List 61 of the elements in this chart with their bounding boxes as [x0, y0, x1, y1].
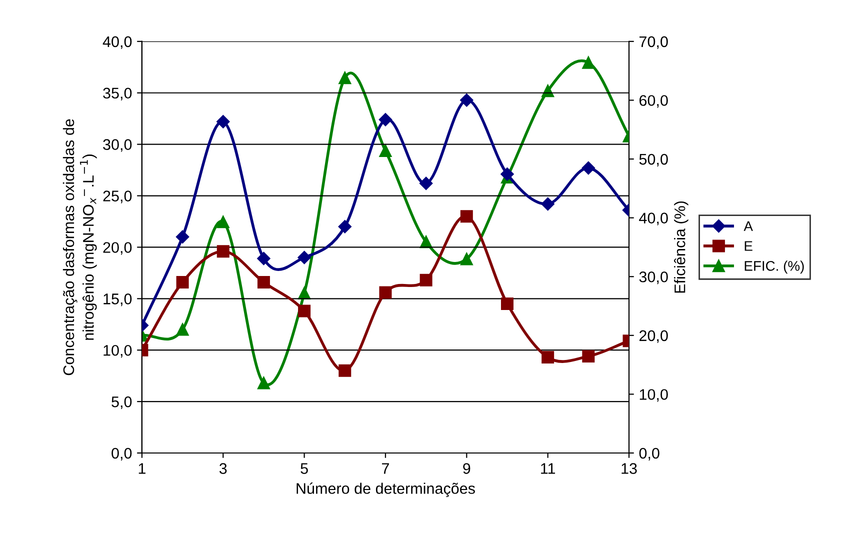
y-tick-label: 0,0: [112, 448, 132, 460]
point: [176, 323, 189, 336]
point: [500, 298, 514, 310]
point: [420, 274, 432, 286]
y2-axis-title: Eficiência (%): [674, 201, 688, 293]
y2-tick-label: 20,0: [639, 330, 668, 343]
point: [379, 286, 392, 299]
y2-tick-label: 30,0: [639, 271, 668, 284]
point: [541, 197, 554, 211]
point: [216, 115, 230, 128]
y2-tick-label: 10,0: [640, 389, 668, 402]
x-tick-label: 3: [219, 463, 227, 474]
legend-label: A: [744, 221, 753, 231]
x-tick-label: 9: [463, 463, 470, 474]
y-axis-title: Concentração dasformas oxidadas de nitrogênio (mgN-NO$_{x}$$^{−}$.L$^{−1}$): [62, 119, 97, 376]
legend-label: E: [744, 241, 752, 251]
point: [500, 168, 514, 181]
point: [542, 84, 554, 98]
y-tick-label: 20,0: [103, 242, 132, 255]
point: [216, 216, 230, 228]
point: [378, 113, 392, 126]
y2-tick-label: 40,0: [639, 212, 668, 226]
y-tick-label: 10,0: [104, 344, 132, 358]
point: [298, 250, 311, 264]
point: [216, 245, 230, 258]
point: [176, 230, 190, 244]
point: [298, 286, 311, 300]
y-tick-label: 30,0: [103, 139, 132, 152]
point: [582, 350, 595, 363]
x-tick-label: 13: [622, 463, 637, 474]
y-tick-label: 15,0: [104, 294, 132, 306]
point: [379, 144, 392, 158]
point: [460, 210, 473, 223]
point: [460, 93, 474, 107]
y2-tick-label: 70,0: [640, 36, 668, 49]
point: [338, 72, 352, 84]
x-tick-label: 5: [300, 463, 308, 474]
y2-tick-label: 60,0: [640, 95, 668, 108]
y2-tick-label: 0,0: [639, 448, 660, 460]
x-tick-label: 1: [138, 463, 146, 474]
x-tick-label: 7: [382, 463, 389, 474]
point: [298, 304, 311, 318]
point: [582, 161, 595, 175]
point: [542, 351, 554, 364]
y-tick-label: 40,0: [102, 36, 132, 49]
legend-label: EFIC. (%): [744, 260, 804, 274]
y-tick-label: 5,0: [112, 396, 132, 410]
y2-tick-label: 50,0: [639, 154, 668, 167]
point: [257, 252, 270, 266]
y-tick-label: 35,0: [103, 88, 132, 100]
point: [460, 252, 473, 266]
y-tick-label: 25,0: [103, 190, 132, 204]
point: [257, 276, 270, 288]
point: [176, 276, 189, 288]
point: [257, 376, 270, 390]
point: [338, 220, 352, 234]
point: [338, 364, 352, 377]
point: [582, 56, 595, 69]
x-tick-label: 11: [541, 463, 556, 474]
point: [419, 176, 433, 190]
x-axis-title: Número de determinações: [296, 482, 475, 498]
